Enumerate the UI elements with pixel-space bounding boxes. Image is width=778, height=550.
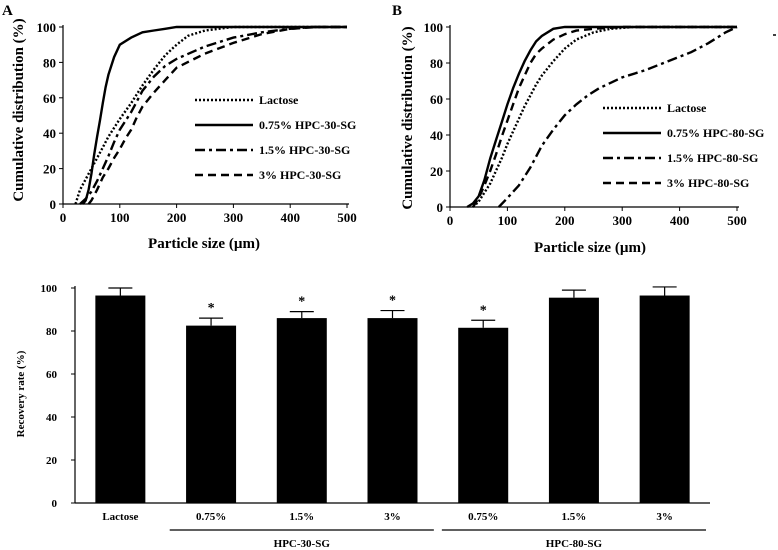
bar-category-label: 1.5% [562,511,587,523]
bar-category-label: Lactose [102,511,138,523]
significance-marker: * [208,301,215,316]
significance-marker: * [298,295,305,310]
panel-a-series-solid-line [81,25,347,205]
panel-b-y-tick-label: 40 [430,128,443,143]
panel-a-y-tick-label: 60 [43,91,56,106]
panel-b-legend-label: 1.5% HPC-80-SG [667,151,758,165]
panel-b-y-tick-label: 100 [424,20,444,35]
panel-b-x-tick-label: 200 [555,213,575,228]
panel-a-y-tick-label: 100 [37,20,57,35]
bar-3 [367,318,418,503]
significance-marker: * [389,294,396,309]
bar-category-label: 0.75% [468,511,498,523]
panel-a-x-tick-label: 400 [280,210,300,225]
panel-b-x-tick-label: 0 [447,213,454,228]
bar-y-tick-label: 40 [46,412,58,424]
bar-y-tick-label: 60 [46,369,58,381]
bar-y-tick-label: 20 [46,455,58,467]
panel-a-legend-label: 3% HPC-30-SG [259,168,341,182]
panel-b-y-tick-label: 60 [430,92,443,107]
panel-a-y-tick-label: 80 [43,55,56,70]
bar-1 [186,325,237,503]
panel-a-label: A [2,3,13,19]
significance-marker: * [480,303,487,318]
group-label: HPC-30-SG [274,538,331,550]
panel-a-legend-label: 0.75% HPC-30-SG [259,118,356,132]
panel-b-xlabel: Particle size (µm) [534,240,646,256]
panel-a-y-tick-label: 40 [43,126,56,141]
panel-b-legend-label: Lactose [667,101,707,115]
bar-y-tick-label: 0 [52,498,58,510]
panel-a-x-tick-label: 300 [224,210,244,225]
panel-a-xlabel: Particle size (µm) [148,236,260,252]
panel-a-series-dashed-line [87,25,347,205]
panel-b-chart: B Particle size (µm) Cumulative distribu… [392,3,764,256]
panel-b-y-tick-label: 0 [437,200,444,215]
panel-a-y-tick-label: 0 [50,197,57,212]
panel-b-x-tick-label: 500 [727,213,747,228]
bar-4 [458,327,509,503]
panel-b-y-tick-label: 80 [430,56,443,71]
group-label: HPC-80-SG [546,538,603,550]
recovery-bar-chart: Recovery rate (%) 0 20 40 60 80 100 Lactose * 0.… [15,283,710,550]
bar-ylabel: Recovery rate (%) [15,350,27,437]
bar-category-label: 1.5% [289,511,314,523]
panel-a-ylabel: Cumulative distribution (%) [11,18,27,201]
panel-a-chart: A Particle size (µm) Cumulative distribu… [2,3,357,252]
panel-a-x-tick-label: 0 [60,210,67,225]
bar-5 [548,297,599,503]
bar-y-tick-label: 100 [41,283,58,295]
bar-2 [276,318,327,503]
panel-a-legend-label: 1.5% HPC-30-SG [259,143,350,157]
bar-category-label: 3% [384,511,401,523]
panel-b-legend-label: 0.75% HPC-80-SG [667,126,764,140]
panel-b-series-dotted-line [472,25,737,208]
panel-a-x-tick-label: 200 [167,210,187,225]
panel-a-x-tick-label: 100 [110,210,130,225]
panel-b-series-dashdot-line [497,25,738,208]
bar-0 [95,295,146,503]
panel-b-ylabel: Cumulative distribution (%) [400,26,416,209]
panel-b-legend-label: 3% HPC-80-SG [667,176,749,190]
panel-a-y-tick-label: 20 [43,162,56,177]
panel-b-y-tick-label: 20 [430,164,443,179]
bar-category-label: 0.75% [196,511,226,523]
bar-6 [639,295,690,503]
panel-a-legend-label: Lactose [259,93,299,107]
panel-b-x-tick-label: 400 [670,213,690,228]
panel-b-x-tick-label: 100 [498,213,518,228]
panel-b-series-solid-line [466,25,737,209]
panel-b-x-tick-label: 300 [612,213,632,228]
bar-y-tick-label: 80 [46,326,58,338]
panel-b-series-dashed-line [471,25,737,208]
bar-category-label: 3% [656,511,673,523]
panel-b-label: B [392,3,402,19]
panel-a-x-tick-label: 500 [337,210,357,225]
